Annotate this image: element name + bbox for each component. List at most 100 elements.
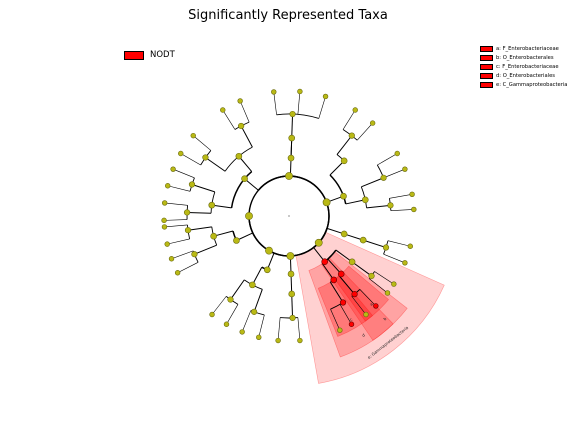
taxa-legend-label: c: F_Enterobacteriaceae [496, 63, 559, 70]
branch-line [335, 249, 353, 263]
taxa-legend-item: d: O_Enterobacteriales [480, 71, 576, 80]
cladogram-branches [164, 91, 414, 341]
taxon-node [394, 150, 400, 157]
branch-line [180, 153, 201, 166]
branch-line [377, 153, 398, 166]
taxon-node [287, 270, 295, 278]
taxon-node [233, 237, 240, 244]
taxon-node [297, 88, 303, 95]
branch-line [167, 238, 190, 245]
branch-line [361, 177, 384, 188]
branch-line [164, 224, 188, 228]
taxon-node [202, 154, 209, 161]
branch-line [251, 266, 263, 286]
taxon-node [220, 107, 226, 113]
branch-line [345, 199, 366, 205]
taxon-node [380, 174, 387, 181]
taxon-node [237, 98, 243, 104]
branch-line [273, 91, 277, 115]
taxon-node [361, 196, 369, 204]
taxon-node [174, 270, 181, 276]
taxon-node [161, 217, 167, 224]
branch-line [258, 314, 265, 338]
taxa-legend-item: c: F_Enterobacteriaceae [480, 62, 576, 71]
taxa-legend-label: d: O_Enterobacteriales [496, 72, 555, 79]
branch-line [336, 135, 353, 155]
enriched-taxon-node [348, 321, 355, 327]
taxa-legend-item: e: C_Gammaproteobacteria [480, 80, 576, 89]
branch-line [389, 193, 413, 199]
taxon-node [223, 321, 230, 327]
taxon-node [348, 258, 356, 266]
branch-arc [230, 170, 253, 209]
branch-line [297, 317, 301, 341]
branch-line [363, 239, 387, 248]
branch-line [290, 273, 293, 294]
group-legend-label: NODT [150, 50, 175, 60]
taxon-node [263, 266, 271, 274]
taxon-node [227, 296, 234, 303]
taxon-node [289, 110, 296, 118]
branch-line [329, 160, 345, 176]
branch-line [321, 263, 335, 281]
branch-line [338, 275, 355, 295]
taxon-node [340, 192, 347, 200]
taxon-node [402, 166, 408, 172]
taxon-node [168, 256, 175, 262]
taxa-legend-swatch [480, 81, 493, 88]
branch-line [390, 209, 414, 211]
branch-line [359, 289, 377, 307]
enriched-taxon-node [351, 291, 358, 298]
taxon-node [271, 89, 277, 95]
branch-line [291, 293, 294, 318]
branch-arc [313, 228, 328, 249]
taxon-node [363, 311, 369, 318]
branch-line [344, 233, 364, 241]
taxon-node [165, 183, 171, 189]
taxon-node [209, 311, 215, 318]
taxon-node [210, 232, 217, 240]
taxa-legend-label: b: O_Enterobacterales [496, 54, 554, 61]
branch-line [277, 317, 281, 341]
branch-line [366, 204, 391, 209]
branch-line [187, 211, 212, 214]
branch-line [318, 96, 326, 119]
taxon-node [322, 93, 329, 100]
clade-label-d: d [361, 332, 366, 338]
branch-line [383, 168, 406, 179]
taxon-node [285, 172, 293, 180]
taxon-node [164, 241, 170, 247]
taxon-node [235, 152, 243, 160]
clade-label-b: b [382, 316, 388, 322]
taxon-node [289, 314, 296, 322]
branch-line [374, 271, 394, 285]
branch-arc [276, 113, 319, 119]
taxa-legend-item: a: F_Enterobacteriaceae [480, 44, 576, 53]
taxa-legend-label: a: F_Enterobacteriaceae [496, 45, 559, 52]
branch-line [177, 262, 199, 274]
taxon-node [256, 334, 262, 340]
taxon-node [238, 122, 245, 130]
branch-line [329, 281, 344, 303]
branch-line [211, 296, 227, 315]
taxon-node [387, 202, 394, 209]
taxon-node [369, 120, 376, 126]
taxon-node [384, 290, 391, 296]
taxa-legend-swatch [480, 45, 493, 52]
taxon-node [402, 260, 408, 266]
taxon-node [337, 327, 343, 333]
taxon-node [314, 238, 323, 247]
taxa-legend: a: F_Enterobacteriaceae b: O_Enterobacte… [480, 44, 576, 89]
enriched-taxon-node [373, 303, 379, 309]
branch-line [211, 204, 232, 209]
clade-sector-d [308, 257, 394, 358]
taxon-node [322, 198, 331, 207]
taxon-node [184, 227, 192, 234]
taxon-node [297, 337, 303, 344]
taxon-node [265, 246, 273, 255]
branch-line [240, 125, 253, 148]
taxon-node [382, 244, 390, 251]
root-node [288, 215, 290, 217]
taxon-node [407, 243, 413, 249]
